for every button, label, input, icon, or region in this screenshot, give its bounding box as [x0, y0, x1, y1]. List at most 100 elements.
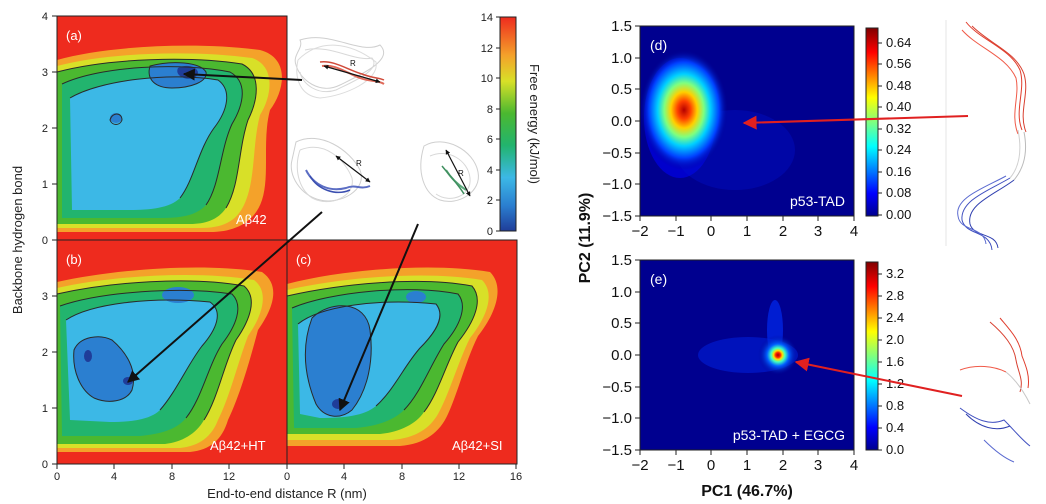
cb-fe-tick-8: 8 — [487, 104, 493, 116]
colorbar-e: 0.0 0.4 0.8 1.2 1.6 2.0 2.4 2.8 3.2 — [865, 261, 904, 457]
left-x-axis-label: End-to-end distance R (nm) — [207, 486, 367, 501]
cb-e-tick-2: 0.8 — [886, 398, 904, 413]
tick-d-x-2: 2 — [779, 223, 787, 240]
tick-c-x-16: 16 — [510, 471, 522, 483]
tick-e-x-m1: −1 — [667, 457, 684, 474]
cb-e-tick-6: 2.4 — [886, 310, 904, 325]
panel-b: (b) Aβ42+HT — [56, 239, 288, 465]
tick-d-x-m2: −2 — [631, 223, 648, 240]
tick-b-x-8: 8 — [169, 471, 175, 483]
cb-d-tick-4: 0.32 — [886, 121, 911, 136]
tick-e-y-m1.0: −1.0 — [602, 410, 632, 427]
structure-a-r-label: R — [350, 59, 356, 68]
panel-e-x-ticks: −2 −1 0 1 2 3 4 — [631, 450, 858, 474]
tick-b-y-1: 1 — [42, 403, 48, 415]
cb-fe-tick-2: 2 — [487, 195, 493, 207]
tick-e-y-0.5: 0.5 — [611, 315, 632, 332]
tick-d-y-m0.5: −0.5 — [602, 145, 632, 162]
cb-d-tick-7: 0.56 — [886, 56, 911, 71]
structure-snapshots: R R R — [290, 37, 479, 203]
panel-d-label: (d) — [650, 37, 667, 53]
tick-a-y-4: 4 — [42, 11, 48, 23]
cb-fe-tick-6: 6 — [487, 134, 493, 146]
cb-fe-tick-0: 0 — [487, 226, 493, 238]
tick-d-y-m1.5: −1.5 — [602, 208, 632, 225]
cb-fe-tick-14: 14 — [481, 12, 493, 24]
panel-d-annotation: p53-TAD — [790, 193, 845, 209]
tick-c-x-0: 0 — [284, 471, 290, 483]
tick-a-y-0: 0 — [42, 235, 48, 247]
tick-d-x-1: 1 — [743, 223, 751, 240]
tick-d-y-0.5: 0.5 — [611, 81, 632, 98]
tick-d-y-m1.0: −1.0 — [602, 176, 632, 193]
tick-e-x-2: 2 — [779, 457, 787, 474]
panel-c-annotation: Aβ42+SI — [452, 438, 502, 453]
tick-b-y-0: 0 — [42, 459, 48, 471]
panel-c: (c) Aβ42+SI — [286, 239, 518, 465]
panel-d: (d) p53-TAD — [639, 25, 855, 217]
left-y-axis-label: Backbone hydrogen bond — [10, 166, 25, 314]
cb-d-tick-0: 0.00 — [886, 207, 911, 222]
tick-d-y-1.5: 1.5 — [611, 18, 632, 35]
cb-fe-tick-12: 12 — [481, 43, 493, 55]
tick-a-y-2: 2 — [42, 123, 48, 135]
panel-e-label: (e) — [650, 271, 667, 287]
cb-e-tick-4: 1.6 — [886, 354, 904, 369]
cb-d-tick-6: 0.48 — [886, 78, 911, 93]
tick-d-x-0: 0 — [707, 223, 715, 240]
panel-c-label: (c) — [296, 252, 311, 267]
tick-a-y-3: 3 — [42, 67, 48, 79]
right-axes: 1.5 1.0 0.5 0.0 −0.5 −1.0 −1.5 −2 −1 0 1… — [577, 18, 858, 500]
red-arrows — [742, 115, 969, 397]
left-x-ticks: 0 4 8 12 0 4 8 12 16 — [54, 464, 522, 483]
pc2-axis-label: PC2 (11.9%) — [577, 193, 594, 284]
cb-e-tick-1: 0.4 — [886, 420, 904, 435]
tick-e-y-0.0: 0.0 — [611, 347, 632, 364]
tick-d-x-m1: −1 — [667, 223, 684, 240]
tick-e-x-0: 0 — [707, 457, 715, 474]
structure-a: R — [294, 37, 385, 99]
structure-c-r-label: R — [458, 169, 464, 178]
tick-d-x-3: 3 — [814, 223, 822, 240]
panel-a-annotation: Aβ42 — [236, 212, 267, 227]
tick-a-y-1: 1 — [42, 179, 48, 191]
tick-e-y-1.5: 1.5 — [611, 252, 632, 269]
panel-d-y-ticks: 1.5 1.0 0.5 0.0 −0.5 −1.0 −1.5 — [602, 18, 640, 225]
panel-b-annotation: Aβ42+HT — [210, 438, 266, 453]
panel-e-annotation: p53-TAD + EGCG — [733, 427, 845, 443]
tick-b-y-2: 2 — [42, 347, 48, 359]
free-energy-colorbar-label: Free energy (kJ/mol) — [527, 64, 542, 184]
cb-fe-tick-4: 4 — [487, 165, 493, 177]
tick-b-x-0: 0 — [54, 471, 60, 483]
cb-d-tick-3: 0.24 — [886, 142, 911, 157]
colorbar-d: 0.00 0.08 0.16 0.24 0.32 0.40 0.48 0.56 … — [865, 27, 911, 222]
tick-e-y-m0.5: −0.5 — [602, 379, 632, 396]
tick-d-y-0.0: 0.0 — [611, 113, 632, 130]
left-y-ticks-upper: 4 3 2 1 0 — [42, 11, 57, 247]
tick-b-y-3: 3 — [42, 291, 48, 303]
tick-b-x-12: 12 — [223, 471, 235, 483]
structure-b-r-label: R — [356, 159, 362, 168]
tick-e-x-3: 3 — [814, 457, 822, 474]
tick-d-x-4: 4 — [850, 223, 858, 240]
protein-ensemble-e — [959, 317, 1031, 463]
cb-e-tick-5: 2.0 — [886, 332, 904, 347]
cb-d-tick-8: 0.64 — [886, 35, 911, 50]
panel-b-label: (b) — [66, 252, 82, 267]
cb-d-tick-1: 0.08 — [886, 185, 911, 200]
protein-ensemble-d — [945, 20, 1027, 251]
tick-c-x-12: 12 — [453, 471, 465, 483]
pc1-axis-label: PC1 (46.7%) — [701, 483, 793, 500]
structure-arrows — [127, 68, 419, 412]
tick-e-x-1: 1 — [743, 457, 751, 474]
left-axes: 4 3 2 1 0 3 2 1 0 0 4 8 12 0 4 8 12 16 E… — [10, 11, 522, 501]
cb-d-tick-2: 0.16 — [886, 164, 911, 179]
tick-c-x-8: 8 — [399, 471, 405, 483]
panel-e: (e) p53-TAD + EGCG — [639, 259, 855, 451]
left-y-ticks-lower: 3 2 1 0 — [42, 291, 57, 471]
cb-e-tick-7: 2.8 — [886, 288, 904, 303]
panel-d-x-ticks: −2 −1 0 1 2 3 4 — [631, 216, 858, 240]
tick-c-x-4: 4 — [341, 471, 347, 483]
cb-e-tick-3: 1.2 — [886, 376, 904, 391]
